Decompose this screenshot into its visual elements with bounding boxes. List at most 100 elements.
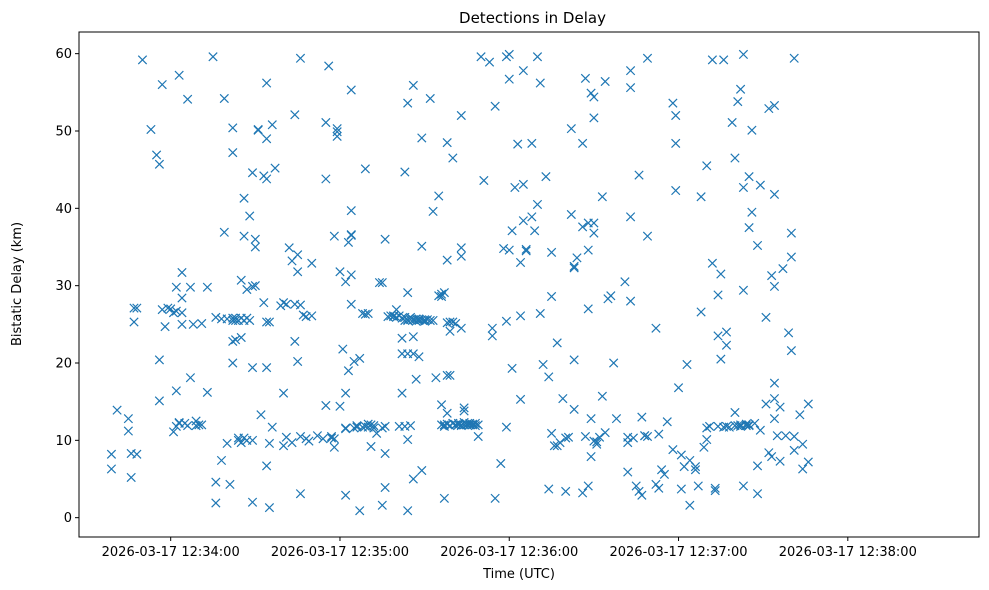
data-point [369, 423, 379, 433]
data-point [589, 228, 599, 238]
data-point [721, 327, 732, 337]
data-point [625, 83, 636, 93]
data-point [713, 290, 723, 300]
data-point [123, 426, 133, 436]
data-point [137, 55, 148, 65]
data-point [346, 85, 356, 95]
data-point [535, 78, 545, 88]
data-point [318, 434, 328, 444]
data-point [177, 267, 187, 278]
data-point [129, 317, 139, 327]
data-point [366, 441, 376, 452]
data-point [484, 57, 495, 67]
data-point [340, 277, 351, 287]
data-point [535, 308, 545, 319]
data-point [439, 493, 449, 503]
data-point [295, 300, 306, 310]
data-point [335, 401, 345, 411]
data-point [307, 311, 317, 321]
data-point [541, 171, 551, 182]
data-point [637, 412, 647, 422]
data-point [642, 231, 653, 241]
data-point [544, 372, 554, 382]
data-point [417, 241, 427, 251]
data-point [403, 287, 413, 298]
chart-title: Detections in Delay [459, 9, 606, 27]
data-point [247, 435, 258, 445]
data-point [769, 393, 780, 404]
y-tick-label: 30 [55, 279, 72, 294]
data-point [473, 431, 483, 442]
data-point [546, 428, 557, 438]
data-point [654, 483, 664, 493]
data-point [380, 448, 390, 459]
data-point [448, 153, 458, 163]
data-point [261, 78, 272, 88]
data-point [772, 431, 782, 441]
data-point [380, 482, 390, 493]
data-point [656, 465, 667, 475]
data-point [738, 285, 749, 295]
data-point [400, 167, 410, 177]
data-point [597, 192, 607, 202]
data-point [408, 332, 418, 342]
data-point [154, 396, 165, 406]
data-point [668, 98, 678, 108]
data-point [786, 345, 797, 356]
data-point [380, 421, 390, 432]
data-point [764, 103, 774, 114]
data-point [236, 438, 246, 448]
y-tick-label: 0 [64, 511, 72, 526]
data-point [321, 117, 331, 128]
data-point [324, 61, 334, 71]
data-point [295, 53, 306, 63]
data-point [290, 110, 300, 120]
data-point [569, 263, 579, 273]
data-point [600, 427, 610, 438]
data-point [527, 212, 537, 222]
data-point [321, 174, 331, 184]
data-point [752, 240, 763, 251]
data-point [783, 328, 794, 338]
data-point [747, 125, 757, 135]
data-point [507, 363, 517, 374]
data-point [245, 211, 255, 221]
data-point [377, 277, 387, 288]
data-point [798, 439, 808, 449]
data-point [177, 308, 187, 318]
data-point [293, 267, 303, 277]
data-point [634, 170, 644, 180]
data-point [620, 277, 630, 287]
data-point [329, 231, 339, 241]
data-point [197, 318, 207, 329]
data-point [544, 484, 554, 494]
data-point [250, 234, 260, 244]
data-point [803, 457, 813, 467]
data-point [789, 53, 799, 63]
data-point [558, 393, 568, 404]
data-point [298, 310, 308, 320]
data-point [355, 506, 365, 516]
data-point [408, 349, 418, 359]
data-point [738, 49, 749, 60]
data-point [546, 247, 557, 258]
data-point [242, 284, 252, 295]
data-point [733, 421, 743, 431]
data-point [583, 304, 593, 314]
data-point [671, 138, 681, 148]
y-tick-label: 40 [55, 202, 72, 217]
data-point [163, 303, 173, 313]
plot-area-frame [78, 31, 980, 538]
data-point [290, 336, 300, 346]
data-point [340, 490, 351, 500]
data-point [716, 269, 726, 279]
data-point [696, 192, 706, 202]
data-point [789, 431, 799, 442]
data-point [741, 421, 751, 431]
data-point [668, 444, 678, 455]
data-point [374, 277, 385, 288]
data-point [239, 193, 249, 203]
data-point [752, 489, 763, 499]
data-point [391, 305, 402, 315]
